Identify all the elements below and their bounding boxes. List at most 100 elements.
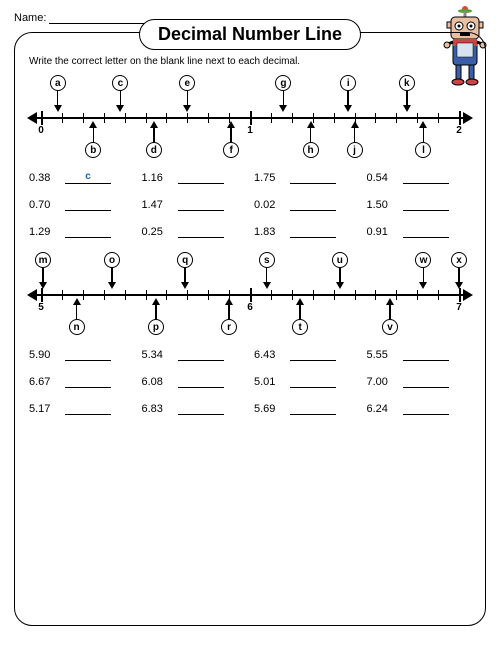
answer-blank[interactable] bbox=[65, 348, 111, 361]
arrow-down-icon bbox=[336, 282, 344, 289]
decimal-value: 6.67 bbox=[29, 376, 59, 388]
answer-cell: 6.08 bbox=[142, 375, 247, 388]
decimal-value: 5.01 bbox=[254, 376, 284, 388]
marker-a: a bbox=[50, 75, 66, 112]
marker-bubble: o bbox=[104, 252, 120, 268]
answer-blank[interactable] bbox=[403, 402, 449, 415]
tick bbox=[104, 290, 105, 300]
answer-blank[interactable]: c bbox=[65, 171, 111, 184]
answer-cell: 6.67 bbox=[29, 375, 134, 388]
answer-blank[interactable] bbox=[290, 198, 336, 211]
marker-stem bbox=[228, 305, 230, 319]
answer-blank[interactable] bbox=[178, 402, 224, 415]
tick-label: 2 bbox=[456, 125, 462, 136]
marker-h: h bbox=[303, 121, 319, 158]
marker-bubble: s bbox=[259, 252, 275, 268]
answer-cell: 0.91 bbox=[367, 225, 472, 238]
arrow-down-icon bbox=[344, 105, 352, 112]
answer-blank[interactable] bbox=[65, 225, 111, 238]
answer-blank[interactable] bbox=[403, 225, 449, 238]
answer-blank[interactable] bbox=[290, 375, 336, 388]
arrow-up-icon bbox=[152, 298, 160, 305]
answer-blank[interactable] bbox=[65, 375, 111, 388]
tick-label: 7 bbox=[456, 302, 462, 313]
tick bbox=[417, 290, 418, 300]
marker-stem bbox=[184, 268, 186, 282]
answer-blank[interactable] bbox=[290, 225, 336, 238]
tick bbox=[250, 288, 252, 302]
marker-bubble: b bbox=[85, 142, 101, 158]
marker-n: n bbox=[69, 298, 85, 335]
tick bbox=[271, 290, 272, 300]
marker-stem bbox=[57, 91, 59, 105]
answer-blank[interactable] bbox=[290, 402, 336, 415]
tick bbox=[334, 113, 335, 123]
decimal-value: 1.75 bbox=[254, 172, 284, 184]
decimal-value: 1.83 bbox=[254, 226, 284, 238]
marker-bubble: w bbox=[415, 252, 431, 268]
answer-cell: 6.83 bbox=[142, 402, 247, 415]
answer-blank[interactable] bbox=[178, 198, 224, 211]
answer-blank[interactable] bbox=[178, 375, 224, 388]
marker-bubble: h bbox=[303, 142, 319, 158]
arrow-up-icon bbox=[307, 121, 315, 128]
marker-stem bbox=[406, 91, 408, 105]
answer-blank[interactable] bbox=[403, 375, 449, 388]
marker-stem bbox=[76, 305, 78, 319]
tick bbox=[125, 290, 126, 300]
answer-blank[interactable] bbox=[178, 348, 224, 361]
answer-blank[interactable] bbox=[65, 402, 111, 415]
marker-bubble: q bbox=[177, 252, 193, 268]
answer-blank[interactable] bbox=[290, 348, 336, 361]
decimal-value: 5.34 bbox=[142, 349, 172, 361]
answer-blank[interactable] bbox=[65, 198, 111, 211]
marker-c: c bbox=[112, 75, 128, 112]
tick bbox=[146, 290, 147, 300]
tick bbox=[187, 290, 188, 300]
marker-stem bbox=[299, 305, 301, 319]
decimal-value: 6.83 bbox=[142, 403, 172, 415]
marker-u: u bbox=[332, 252, 348, 289]
marker-stem bbox=[155, 305, 157, 319]
marker-stem bbox=[283, 91, 285, 105]
marker-bubble: j bbox=[347, 142, 363, 158]
marker-stem bbox=[153, 128, 155, 142]
marker-t: t bbox=[292, 298, 308, 335]
tick bbox=[104, 113, 105, 123]
tick bbox=[83, 113, 84, 123]
tick-label: 6 bbox=[247, 302, 253, 313]
marker-bubble: f bbox=[223, 142, 239, 158]
decimal-value: 0.25 bbox=[142, 226, 172, 238]
answer-cell: 7.00 bbox=[367, 375, 472, 388]
marker-bubble: x bbox=[451, 252, 467, 268]
answer-blank[interactable] bbox=[403, 198, 449, 211]
marker-bubble: d bbox=[146, 142, 162, 158]
marker-bubble: i bbox=[340, 75, 356, 91]
marker-b: b bbox=[85, 121, 101, 158]
marker-stem bbox=[347, 91, 349, 105]
answer-blank[interactable] bbox=[178, 171, 224, 184]
answer-blank[interactable] bbox=[178, 225, 224, 238]
answer-cell: 0.54 bbox=[367, 171, 472, 184]
decimal-value: 0.91 bbox=[367, 226, 397, 238]
tick bbox=[166, 290, 167, 300]
marker-stem bbox=[310, 128, 312, 142]
answer-cell: 5.55 bbox=[367, 348, 472, 361]
tick bbox=[271, 113, 272, 123]
answer-grid-2: 5.905.346.435.556.676.085.017.005.176.83… bbox=[29, 348, 471, 415]
title-wrap: Decimal Number Line bbox=[29, 19, 471, 50]
arrow-up-icon bbox=[150, 121, 158, 128]
arrow-down-icon bbox=[39, 282, 47, 289]
marker-v: v bbox=[382, 298, 398, 335]
marker-g: g bbox=[275, 75, 291, 112]
tick-label: 1 bbox=[247, 125, 253, 136]
arrow-up-icon bbox=[225, 298, 233, 305]
answer-blank[interactable] bbox=[403, 348, 449, 361]
decimal-value: 0.70 bbox=[29, 199, 59, 211]
number-line-2: 567moqsuwxnprtv bbox=[29, 250, 471, 342]
answer-blank[interactable] bbox=[290, 171, 336, 184]
answer-blank[interactable] bbox=[403, 171, 449, 184]
arrow-down-icon bbox=[108, 282, 116, 289]
arrow-down-icon bbox=[419, 282, 427, 289]
marker-w: w bbox=[415, 252, 431, 289]
